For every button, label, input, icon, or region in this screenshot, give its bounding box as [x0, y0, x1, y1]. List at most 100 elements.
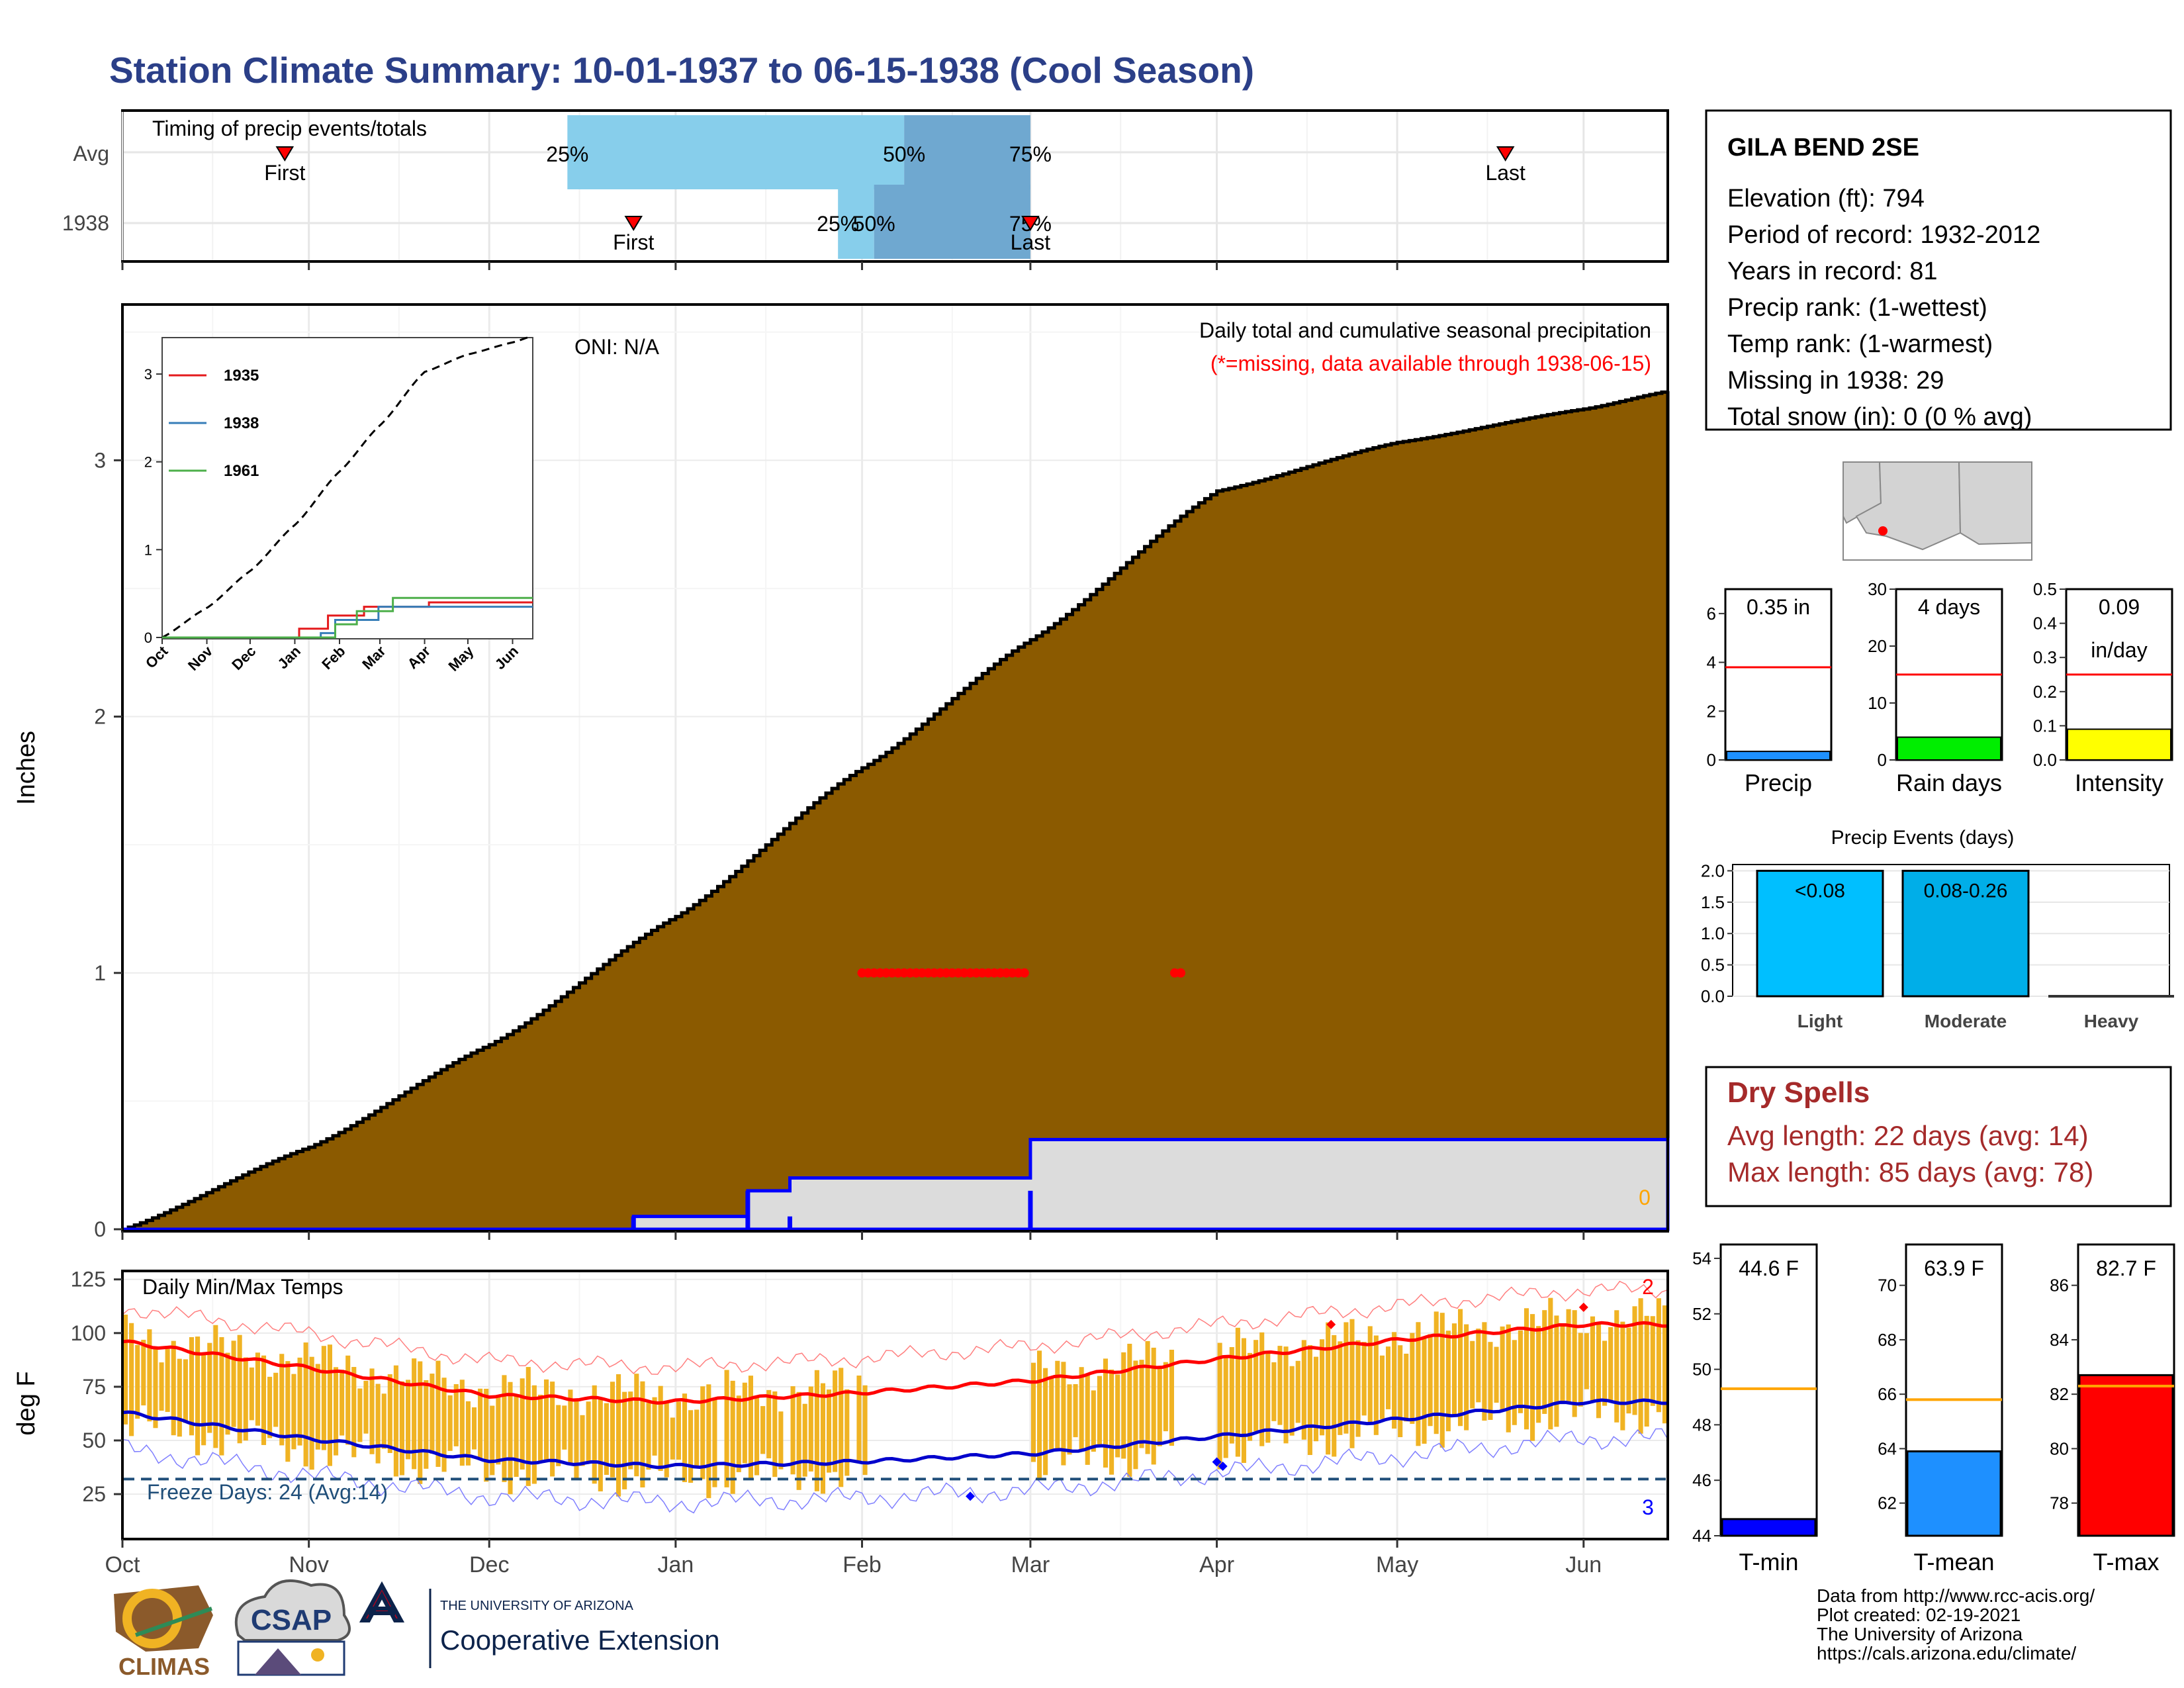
events-ytick-label: 1.0: [1701, 923, 1725, 943]
summary-ytick-label: 0.3: [2033, 647, 2057, 667]
temp-summary-ytick-label: 62: [1878, 1493, 1897, 1513]
daily-temp-bar: [1085, 1375, 1090, 1465]
events-ytick-label: 2.0: [1701, 861, 1725, 880]
daily-temp-bar: [1530, 1314, 1535, 1441]
summary-ytick-label: 30: [1868, 579, 1887, 599]
daily-temp-bar: [1428, 1334, 1433, 1427]
temp-summary-ytick-label: 84: [2050, 1330, 2069, 1350]
daily-temp-bar: [682, 1393, 688, 1483]
daily-temp-bar: [418, 1361, 423, 1484]
daily-temp-bar: [1458, 1309, 1463, 1427]
temp-ytick-label: 25: [82, 1482, 106, 1506]
daily-temp-bar: [568, 1389, 573, 1464]
daily-temp-bar: [712, 1399, 717, 1487]
temp-ytick-label: 125: [71, 1268, 106, 1291]
daily-temp-bar: [171, 1340, 176, 1436]
daily-temp-bar: [1620, 1321, 1625, 1430]
daily-temp-bar: [177, 1358, 182, 1437]
daily-temp-bar: [303, 1342, 308, 1467]
precip-ytick-label: 0: [94, 1217, 106, 1241]
daily-temp-bar: [688, 1410, 694, 1483]
temp-summary-value: 82.7 F: [2096, 1256, 2156, 1280]
summary-bar-label: Intensity: [2075, 769, 2163, 796]
daily-temp-bar: [1524, 1308, 1529, 1430]
hot-count: 2: [1642, 1275, 1654, 1299]
climas-logo: CLIMAS: [114, 1585, 213, 1680]
daily-temp-bar: [531, 1385, 537, 1484]
temp-ytick-label: 100: [71, 1321, 106, 1345]
daily-temp-bar: [327, 1344, 332, 1466]
daily-temp-bar: [790, 1386, 796, 1475]
temp-summary-ytick-label: 80: [2050, 1438, 2069, 1458]
inset-legend-label: 1935: [224, 367, 259, 385]
daily-temp-bar: [243, 1357, 248, 1441]
avg-pct-label: 50%: [883, 142, 925, 166]
temp-summary-label: T-max: [2093, 1548, 2159, 1575]
daily-temp-bar: [1343, 1322, 1349, 1434]
footer-line: The University of Arizona: [1817, 1624, 2023, 1644]
timing-row-1938: 1938: [62, 211, 109, 235]
daily-temp-bar: [406, 1380, 411, 1460]
events-title: Precip Events (days): [1831, 827, 2015, 849]
daily-temp-bar: [1608, 1327, 1614, 1401]
daily-temp-bar: [610, 1382, 615, 1477]
daily-temp-bar: [1542, 1310, 1547, 1414]
daily-temp-bar: [525, 1367, 531, 1486]
daily-temp-bar: [249, 1367, 254, 1421]
daily-temp-bar: [231, 1340, 236, 1427]
dry-spells-box: Dry Spells Avg length: 22 days (avg: 14)…: [1705, 1066, 2172, 1207]
station-info-line: Temp rank: (1-warmest): [1727, 330, 1993, 358]
daily-temp-bar: [1385, 1346, 1391, 1409]
summary-ytick-label: 20: [1868, 636, 1887, 656]
daily-temp-bar: [1494, 1346, 1499, 1403]
daily-temp-bar: [465, 1401, 471, 1466]
inset-ytick-label: 2: [144, 454, 152, 471]
summary-ytick-label: 2: [1707, 701, 1716, 721]
daily-temp-bar: [1133, 1360, 1138, 1470]
daily-temp-bar: [435, 1360, 441, 1467]
daily-temp-bar: [1115, 1374, 1120, 1458]
daily-temp-bar: [1151, 1347, 1156, 1465]
footer-line: Data from http://www.rcc-acis.org/: [1817, 1585, 2095, 1606]
csap-logo-text: CSAP: [251, 1604, 332, 1636]
temp-ytick-label: 50: [82, 1429, 106, 1452]
climas-logo-text: CLIMAS: [118, 1653, 210, 1680]
temp-summary-label: T-min: [1739, 1548, 1799, 1575]
daily-temp-bar: [1067, 1384, 1072, 1455]
summary-value-label: 0.35 in: [1747, 595, 1810, 619]
daily-temp-bar: [1602, 1340, 1608, 1406]
daily-temp-bar: [1512, 1340, 1517, 1425]
summary-ytick-label: 6: [1707, 604, 1716, 624]
daily-temp-bar: [1307, 1345, 1312, 1456]
page-title: Station Climate Summary: 10-01-1937 to 0…: [109, 50, 1254, 91]
events-category-label: Moderate: [1925, 1011, 2007, 1031]
record-high-marker: [1326, 1319, 1336, 1329]
daily-temp-bar: [1283, 1346, 1289, 1444]
footer-line: https://cals.arizona.edu/climate/: [1817, 1643, 2076, 1664]
avg-first-marker: [275, 146, 295, 162]
daily-temp-bar: [399, 1381, 405, 1476]
dry-spells-avg: Avg length: 22 days (avg: 14): [1727, 1120, 2089, 1151]
daily-temp-bar: [1404, 1353, 1409, 1422]
daily-temp-bar: [1229, 1346, 1234, 1444]
daily-temp-bar: [165, 1347, 170, 1412]
daily-temp-bar: [628, 1391, 633, 1470]
daily-temp-bar: [453, 1383, 459, 1446]
month-label: Jan: [657, 1552, 694, 1577]
daily-temp-bar: [159, 1362, 164, 1411]
temp-summary-bars: 44 46 48 50 52 54 44.6 F T-min 62 64 66 68 70 63.9 F T…: [1692, 1243, 2175, 1575]
ua-big-text: Cooperative Extension: [440, 1624, 720, 1656]
location-map: [1843, 461, 2032, 561]
daily-temp-bar: [652, 1397, 657, 1456]
daily-temp-bar: [261, 1355, 267, 1445]
daily-temp-bar: [748, 1376, 753, 1479]
daily-temp-bar: [658, 1385, 663, 1472]
missing-day-marker: [1176, 968, 1186, 978]
daily-temp-bar: [490, 1405, 495, 1476]
daily-temp-bar: [1662, 1305, 1667, 1424]
inset-legend-label: 1938: [224, 414, 259, 432]
station-name: GILA BEND 2SE: [1727, 134, 1919, 162]
daily-temp-bar: [291, 1374, 296, 1450]
daily-temp-bar: [1037, 1350, 1042, 1478]
